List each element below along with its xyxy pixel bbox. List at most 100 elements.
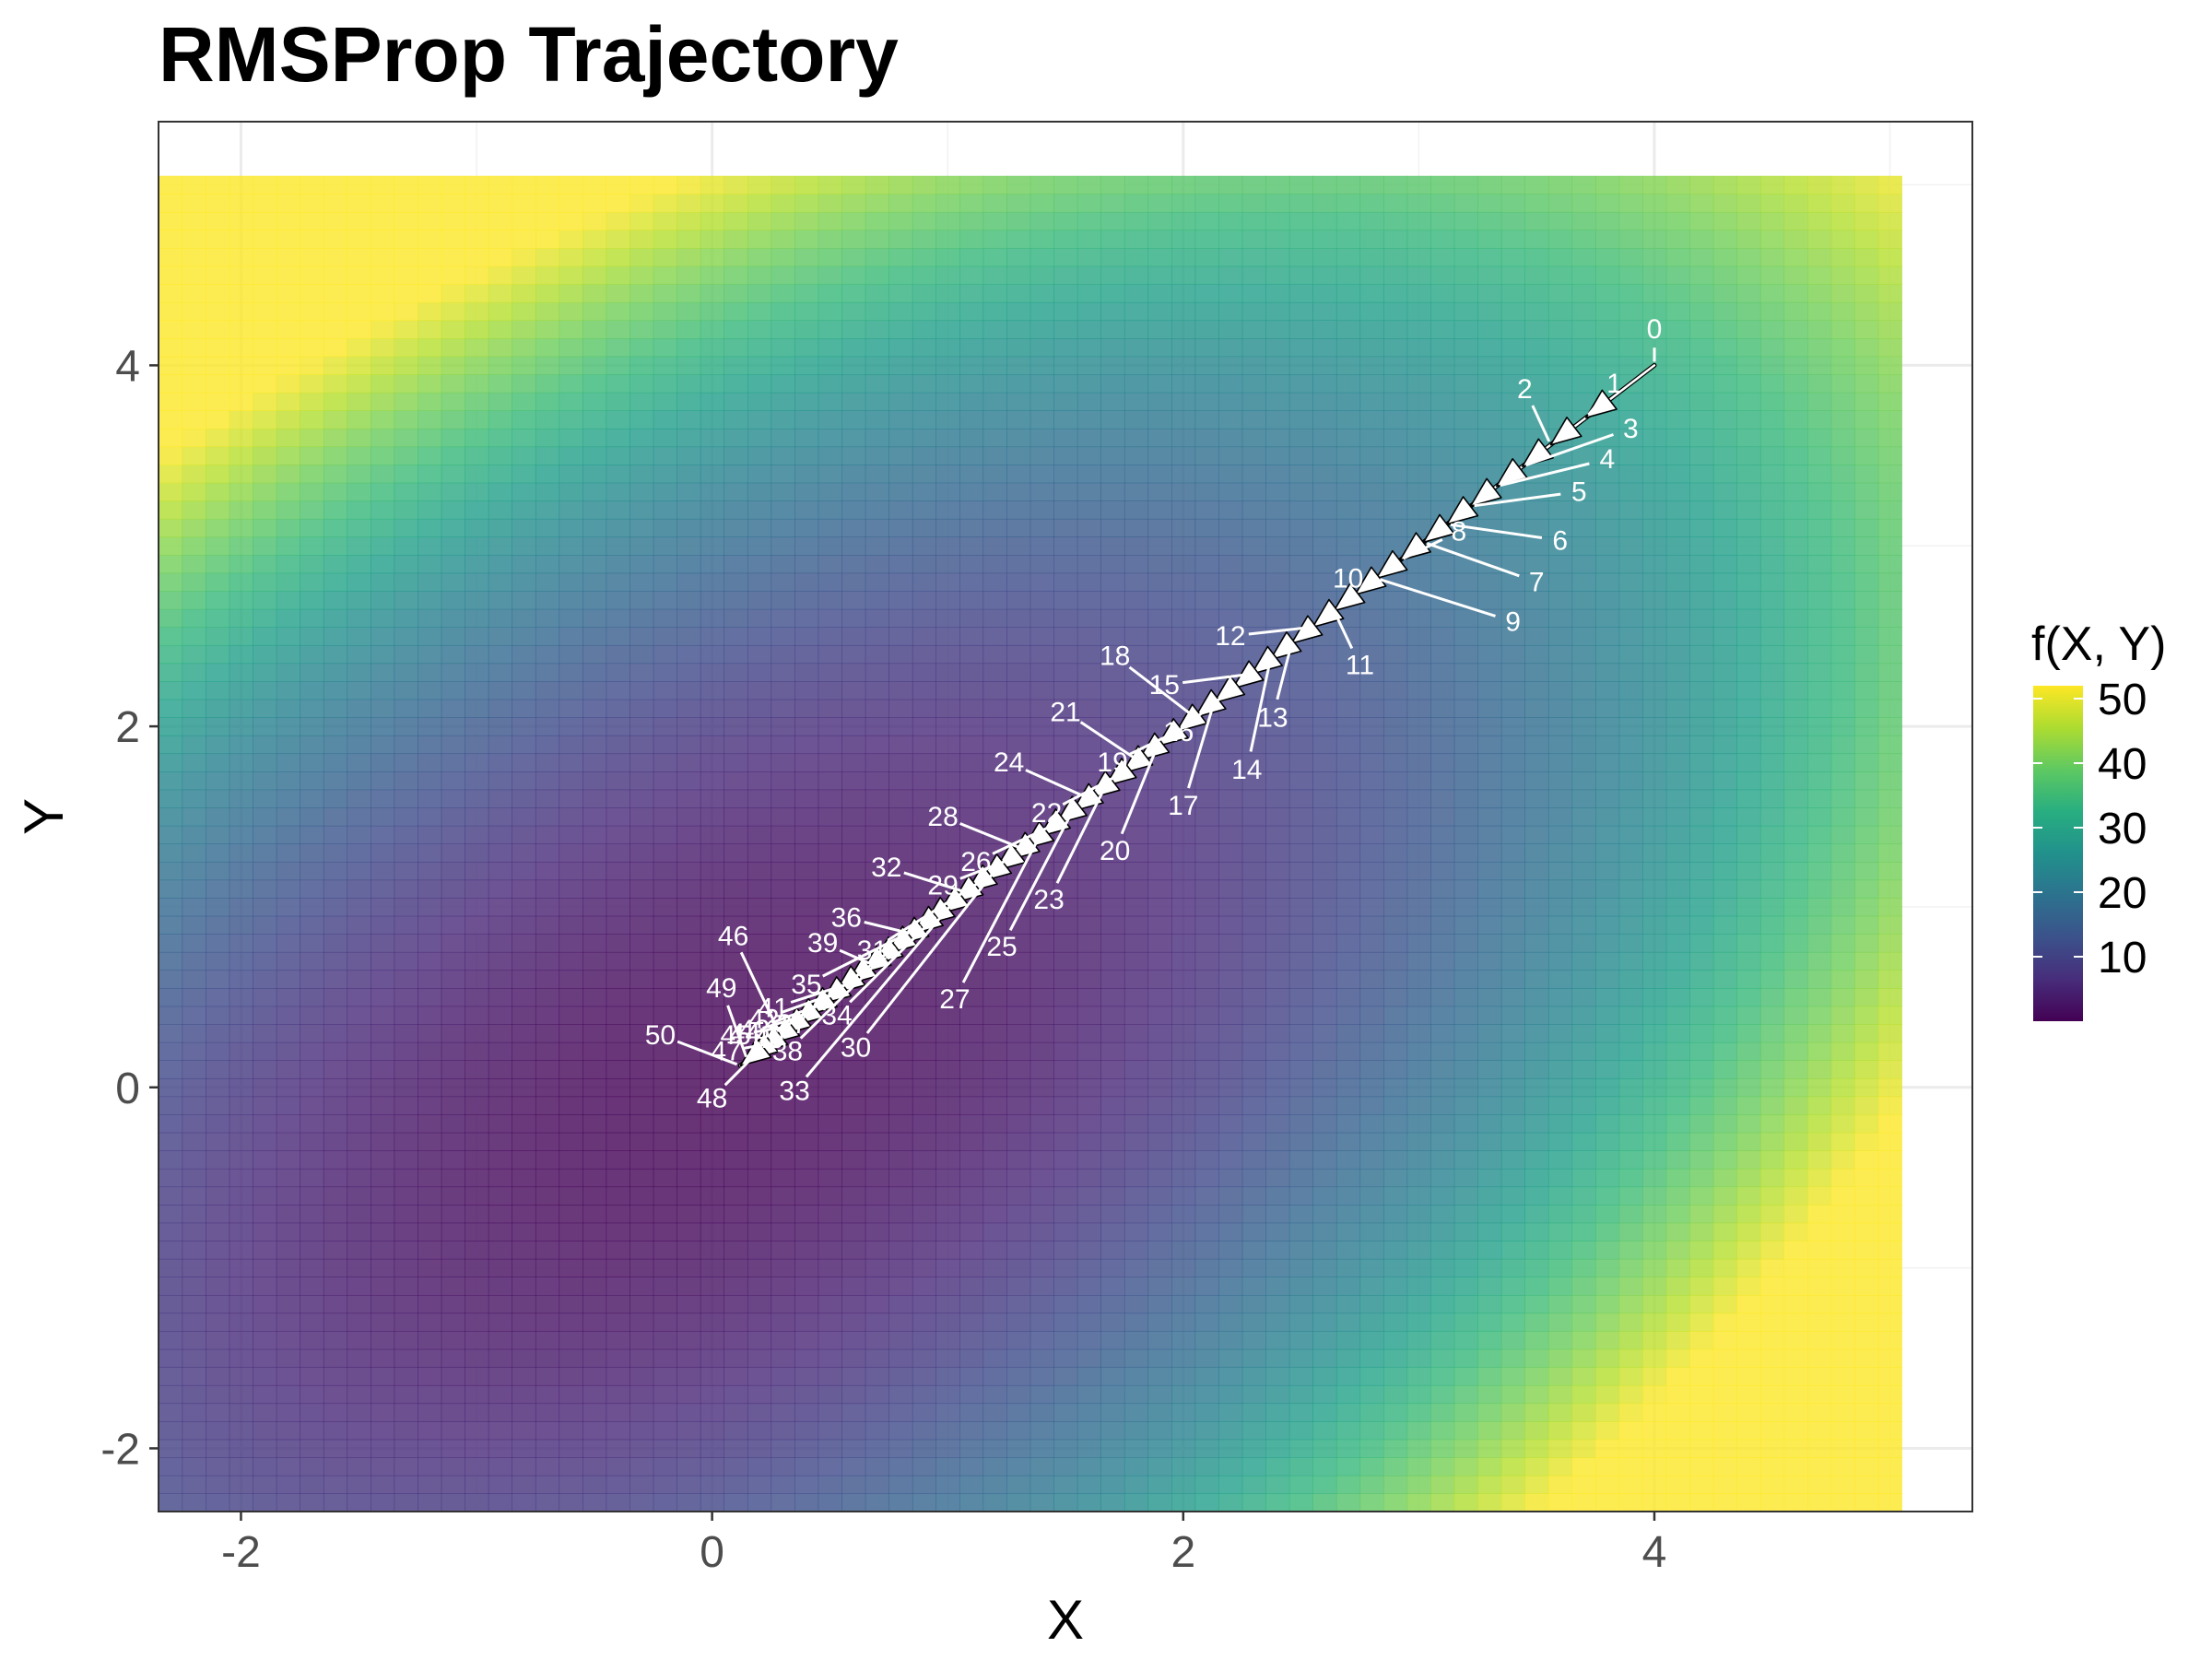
heatmap-cell <box>1241 1258 1266 1277</box>
heatmap-cell <box>677 699 701 718</box>
heatmap-cell <box>982 1331 1007 1350</box>
heatmap-cell <box>841 753 866 772</box>
heatmap-cell <box>1618 879 1643 899</box>
heatmap-cell <box>276 1024 300 1043</box>
heatmap-cell <box>1500 608 1525 628</box>
heatmap-cell <box>677 555 701 574</box>
heatmap-cell <box>1547 1475 1573 1495</box>
heatmap-cell <box>206 608 230 628</box>
heatmap-cell <box>1665 284 1690 303</box>
heatmap-cell <box>1030 753 1054 772</box>
heatmap-cell <box>1477 825 1502 844</box>
heatmap-cell <box>229 229 253 249</box>
heatmap-cell <box>982 934 1007 953</box>
heatmap-cell <box>724 988 748 1007</box>
heatmap-cell <box>206 1186 230 1206</box>
heatmap-cell <box>865 465 889 484</box>
heatmap-cell <box>629 1475 654 1495</box>
heatmap-cell <box>159 1403 183 1422</box>
heatmap-cell <box>418 843 442 863</box>
heatmap-cell <box>982 1312 1007 1332</box>
heatmap-cell <box>818 843 842 863</box>
heatmap-cell <box>300 915 324 935</box>
heatmap-cell <box>1689 500 1714 520</box>
heatmap-cell <box>465 1331 489 1350</box>
heatmap-cell <box>935 465 960 484</box>
heatmap-cell <box>1171 951 1196 971</box>
heatmap-cell <box>1030 356 1054 375</box>
heatmap-cell <box>394 861 418 881</box>
heatmap-cell <box>441 465 465 484</box>
heatmap-cell <box>1218 591 1243 610</box>
heatmap-cell <box>1547 356 1573 375</box>
heatmap-cell <box>1124 500 1149 520</box>
heatmap-cell <box>1359 1277 1384 1296</box>
heatmap-cell <box>182 229 206 249</box>
heatmap-cell <box>606 717 630 736</box>
heatmap-cell <box>347 1331 371 1350</box>
heatmap-cell <box>1618 1168 1643 1188</box>
heatmap-cell <box>1265 1077 1290 1098</box>
heatmap-cell <box>559 699 583 718</box>
heatmap-cell <box>1053 392 1078 411</box>
heatmap-cell <box>1665 879 1690 899</box>
heatmap-cell <box>229 1493 253 1512</box>
heatmap-cell <box>1712 951 1738 971</box>
heatmap-cell <box>465 248 489 267</box>
heatmap-cell <box>818 446 842 465</box>
heatmap-cell <box>159 1060 183 1079</box>
heatmap-cell <box>959 428 984 448</box>
heatmap-cell <box>418 374 442 394</box>
heatmap-cell <box>841 1475 866 1495</box>
heatmap-cell <box>959 807 984 827</box>
heatmap-cell <box>1077 1186 1101 1206</box>
heatmap-cell <box>1665 572 1690 592</box>
heatmap-cell <box>1665 735 1690 755</box>
heatmap-cell <box>1712 1041 1738 1061</box>
heatmap-cell <box>653 1331 677 1350</box>
heatmap-cell <box>1359 1186 1384 1206</box>
heatmap-cell <box>653 1060 677 1079</box>
heatmap-cell <box>465 1421 489 1441</box>
heatmap-cell <box>1524 915 1549 935</box>
heatmap-cell <box>1618 988 1643 1007</box>
heatmap-cell <box>206 1041 230 1061</box>
heatmap-cell <box>1430 265 1455 285</box>
heatmap-cell <box>1595 1277 1620 1296</box>
heatmap-cell <box>1265 1277 1290 1296</box>
heatmap-cell <box>1430 229 1455 249</box>
heatmap-cell <box>1124 1331 1149 1350</box>
heatmap-cell <box>724 1241 748 1260</box>
heatmap-cell <box>1006 446 1031 465</box>
heatmap-cell <box>488 1150 512 1170</box>
heatmap-cell <box>276 789 300 808</box>
heatmap-cell <box>1500 1168 1525 1188</box>
heatmap-cell <box>300 211 324 231</box>
heatmap-cell <box>206 825 230 844</box>
heatmap-cell <box>1571 1024 1596 1043</box>
heatmap-cell <box>1218 699 1243 718</box>
heatmap-cell <box>1500 861 1525 881</box>
heatmap-cell <box>747 446 772 465</box>
heatmap-cell <box>1736 1277 1761 1296</box>
heatmap-cell <box>1218 211 1243 231</box>
heatmap-cell <box>1547 1041 1573 1061</box>
heatmap-cell <box>347 229 371 249</box>
heatmap-cell <box>276 284 300 303</box>
heatmap-cell <box>159 1493 183 1512</box>
heatmap-cell <box>1406 1041 1431 1061</box>
heatmap-cell <box>888 644 913 665</box>
heatmap-cell <box>441 1403 465 1422</box>
heatmap-cell <box>1241 1457 1266 1477</box>
heatmap-cell <box>771 1277 795 1296</box>
heatmap-cell <box>276 1331 300 1350</box>
heatmap-cell <box>865 1294 889 1314</box>
heatmap-cell <box>418 518 442 538</box>
heatmap-cell <box>206 753 230 772</box>
heatmap-cell <box>1006 934 1031 953</box>
heatmap-cell <box>1194 320 1219 339</box>
heatmap-cell <box>229 951 253 971</box>
heatmap-cell <box>1383 627 1408 646</box>
heatmap-cell <box>959 735 984 755</box>
heatmap-cell <box>959 1493 984 1512</box>
